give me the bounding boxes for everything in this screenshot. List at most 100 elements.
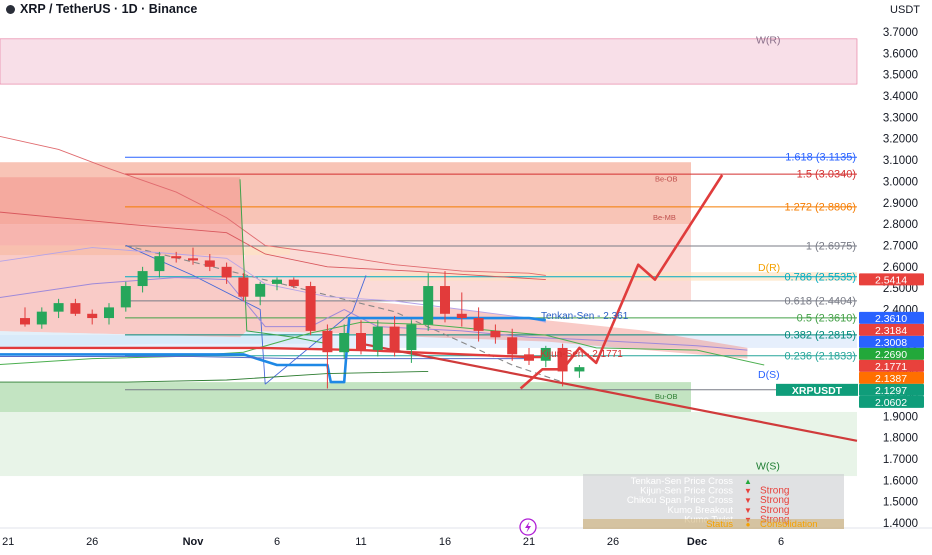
chikou-span-line <box>0 276 748 351</box>
price-axis-tick: 2.8000 <box>883 219 918 231</box>
status-row-label: Chikou Span Price Cross <box>627 495 733 506</box>
candle-body <box>53 303 64 312</box>
candle-body <box>406 324 417 351</box>
price-axis-tick: 1.9000 <box>883 411 918 423</box>
status-summary-dot: ● <box>746 520 751 529</box>
candle-body <box>356 333 366 351</box>
price-badge-label: 2.3184 <box>875 325 907 337</box>
candle-body <box>120 286 131 308</box>
candle-body <box>171 256 182 259</box>
candle-body <box>440 286 450 314</box>
weekly-resistance-label: W(R) <box>756 35 781 47</box>
symbol-badge-label: XRPUSDT <box>792 385 843 397</box>
price-axis-tick: 2.5000 <box>883 283 918 295</box>
daily-support-label: D(S) <box>758 369 780 381</box>
price-axis-tick: 3.0000 <box>883 176 918 188</box>
price-badge <box>859 371 924 384</box>
price-badge-label: 2.3610 <box>875 313 907 325</box>
time-axis-tick: 11 <box>355 536 366 548</box>
price-badge <box>859 311 924 324</box>
fib-level-label: 1.618 (3.1135) <box>785 152 856 164</box>
price-axis-tick: 3.7000 <box>883 27 918 39</box>
status-row-label: Kumo Breakout <box>668 505 734 516</box>
candle-body <box>574 367 585 372</box>
descending-trendline <box>360 342 858 442</box>
candle-body <box>70 303 81 314</box>
fib-level-label: 0.236 (2.1833) <box>784 350 856 362</box>
time-axis-tick: 6 <box>778 536 784 548</box>
time-axis-tick: 16 <box>439 536 451 548</box>
weekly-support-zone <box>0 411 857 477</box>
price-badge-label: 2.1297 <box>875 385 907 397</box>
status-row-value: Strong <box>760 505 789 516</box>
candle-body <box>221 266 232 278</box>
fib-level-label: 1 (2.6975) <box>806 241 856 253</box>
candle-body <box>154 256 165 272</box>
candle-body <box>288 279 299 287</box>
price-axis-tick: 2.6000 <box>883 262 918 274</box>
kijun-sen-label: Kijun-Sen - 2.1771 <box>540 349 623 360</box>
candle-body <box>423 286 434 325</box>
projected-price-path <box>519 174 724 390</box>
time-axis-tick: 26 <box>607 536 619 548</box>
status-summary-bg <box>583 519 844 529</box>
fib-level-label: 0.5 (2.3610) <box>797 312 856 324</box>
status-row-value: Strong <box>760 486 789 497</box>
candle-body <box>490 330 501 338</box>
symbol-title[interactable]: XRP / TetherUS · 1D · Binance <box>6 2 197 16</box>
status-summary-value: Consolidation <box>760 519 818 530</box>
status-summary-label: Status <box>706 519 733 530</box>
price-badge <box>859 359 924 372</box>
candle-body <box>255 283 266 297</box>
fib-level-label: 1.272 (2.8806) <box>784 201 856 213</box>
price-badge <box>859 335 924 348</box>
price-axis-tick: 3.2000 <box>883 134 918 146</box>
bullish-order-block-label: Bu-OB <box>655 392 678 401</box>
price-axis-tick: 3.6000 <box>883 48 918 60</box>
price-badge <box>859 347 924 360</box>
candle-body <box>204 260 215 267</box>
price-badge <box>859 273 924 286</box>
price-badge-label: 2.3008 <box>875 337 907 349</box>
currency-label: USDT <box>890 4 920 16</box>
candle-body <box>456 313 467 319</box>
tenkan-sen-label: Tenkan-Sen - 2.361 <box>541 311 629 322</box>
lower-green-line <box>0 370 429 383</box>
candle-body <box>36 311 47 325</box>
candle-body <box>557 347 568 372</box>
candle-body <box>389 326 400 351</box>
price-axis-tick: 2.7000 <box>883 240 918 252</box>
price-axis-tick: 1.7000 <box>883 454 918 466</box>
time-axis-tick: Dec <box>687 536 707 548</box>
status-row-arrow: ▼ <box>744 496 752 505</box>
kumo-span-a-line <box>0 135 546 276</box>
fib-level-label: 1.5 (3.0340) <box>797 169 856 181</box>
candle-body <box>540 347 551 361</box>
candle-body <box>322 330 333 353</box>
weekly-resistance-zone <box>0 38 858 85</box>
price-axis-tick: 1.4000 <box>883 518 918 530</box>
price-badge-label: 2.1771 <box>875 361 907 373</box>
candle-body <box>20 318 30 325</box>
price-badge-label: 2.0602 <box>875 397 907 409</box>
kumo-edge-green <box>239 179 328 345</box>
candle-body <box>87 313 98 319</box>
lagging-red-line <box>0 211 546 281</box>
candle-body <box>372 326 383 351</box>
price-badge-label: 2.1387 <box>875 373 907 385</box>
candle-body <box>524 354 534 361</box>
status-table[interactable]: Tenkan-Sen Price Cross ▲ Kijun-Sen Price C… <box>583 474 844 530</box>
status-row-label: Tenkan-Sen Price Cross <box>631 476 734 487</box>
price-badge <box>859 323 924 336</box>
candle-body <box>507 337 518 355</box>
price-axis-tick: 3.5000 <box>883 70 918 82</box>
price-badge <box>859 383 924 396</box>
price-axis-tick: 3.3000 <box>883 112 918 124</box>
bearish-order-block-upper <box>0 162 691 225</box>
bearish-mitigation-label: Be-MB <box>653 213 676 222</box>
kumo-cloud-bearish <box>0 177 748 359</box>
candle-body <box>272 279 282 284</box>
fib-level-label: 0.618 (2.4404) <box>784 295 856 307</box>
